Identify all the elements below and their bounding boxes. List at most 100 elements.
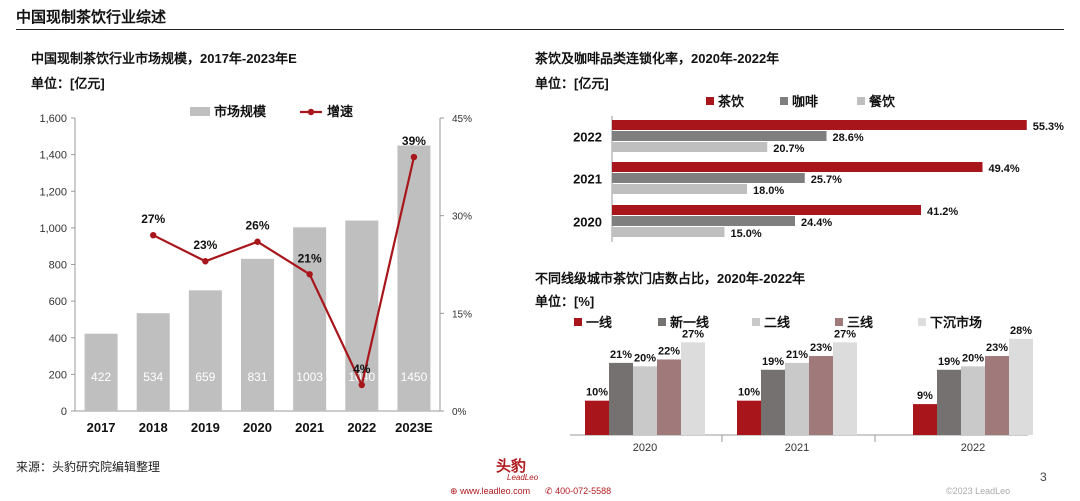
- category-label: 2020: [573, 215, 602, 230]
- chain-rate-bar: [612, 227, 725, 237]
- store-share-bar: [913, 404, 937, 435]
- legend-label: 二线: [764, 315, 790, 330]
- x-tick-label: 2021: [785, 442, 809, 454]
- legend-marker-growth: [307, 108, 315, 116]
- store-share-bar: [737, 400, 761, 435]
- website-text: www.leadleo.com: [460, 486, 531, 496]
- market-size-bar: [241, 258, 274, 411]
- page-number: 3: [1040, 470, 1047, 484]
- store-share-bar: [809, 356, 833, 435]
- store-share-chart-title: 不同线级城市茶饮门店数占比，2020年-2022年: [535, 271, 806, 286]
- growth-point: [410, 153, 418, 161]
- y-tick-label: 0: [61, 406, 67, 418]
- store-share-bar: [761, 369, 785, 435]
- legend-label-market-size: 市场规模: [214, 104, 267, 119]
- growth-label: 21%: [298, 251, 322, 265]
- bar-value-label: 21%: [610, 349, 632, 361]
- store-share-bar: [961, 366, 985, 435]
- market-size-bar: [345, 220, 379, 411]
- store-share-bar: [609, 362, 633, 435]
- growth-point: [150, 232, 157, 239]
- y-tick-label: 600: [49, 296, 67, 308]
- bar-value-label: 25.7%: [811, 174, 842, 186]
- chain-rate-bar: [612, 205, 921, 215]
- bar-value-label: 9%: [917, 390, 933, 402]
- store-share-chart: 10%21% 20%22%27%202010%19%21%23%27%20219%…: [570, 315, 1033, 454]
- legend-swatch: [918, 318, 926, 326]
- bar-value-label: 22%: [658, 345, 680, 357]
- chain-rate-bar: [612, 162, 983, 172]
- page-title: 中国现制茶饮行业综述: [16, 9, 167, 26]
- y-tick-label: 1,200: [39, 186, 67, 198]
- store-share-bar: [585, 400, 609, 435]
- store-share-bar: [681, 342, 705, 435]
- store-share-bar: [657, 359, 681, 435]
- legend-swatch: [857, 97, 865, 105]
- chain-rate-bar: [612, 184, 747, 194]
- bar-value-label: 28.6%: [833, 132, 864, 144]
- market-size-bar: [397, 145, 431, 411]
- bar-value-label: 534: [143, 370, 163, 384]
- bar-value-label: 20%: [962, 352, 984, 364]
- legend-label-growth: 增速: [327, 104, 353, 119]
- market-size-chart-title: 中国现制茶饮行业市场规模，2017年-2023年E: [31, 51, 297, 66]
- website-link[interactable]: ⊕ www.leadleo.com: [450, 486, 530, 497]
- growth-label: 23%: [193, 238, 217, 252]
- y-tick-label: 400: [49, 333, 67, 345]
- growth-point: [358, 381, 365, 389]
- copyright: ©2023 LeadLeo: [946, 486, 1011, 496]
- source-note: 来源：头豹研究院编辑整理: [16, 460, 161, 474]
- store-share-bar: [785, 362, 809, 435]
- bar-value-label: 659: [195, 370, 215, 384]
- phone-number: ✆ 400-072-5588: [545, 486, 611, 497]
- x-tick-label: 2017: [87, 420, 116, 435]
- growth-label: 26%: [245, 219, 269, 233]
- x-tick-label: 2018: [139, 420, 168, 435]
- market-size-bar: [188, 290, 222, 411]
- bar-value-label: 10%: [738, 387, 760, 399]
- legend-label: 下沉市场: [930, 315, 982, 330]
- growth-line: [152, 156, 416, 389]
- y2-tick-label: 30%: [452, 212, 472, 223]
- legend-swatch: [780, 97, 788, 105]
- brand-logo-sub: LeadLeo: [507, 473, 539, 482]
- store-share-bar: [1009, 338, 1033, 435]
- bar-value-label: 21%: [786, 349, 808, 361]
- chain-rate-chart-title: 茶饮及咖啡品类连锁化率，2020年-2022年: [535, 51, 780, 66]
- legend-swatch: [658, 318, 666, 326]
- legend-swatch: [706, 97, 714, 105]
- legend-label: 茶饮: [718, 94, 745, 109]
- y2-tick-label: 45%: [452, 114, 472, 125]
- brand-logo: 头豹: [496, 458, 527, 475]
- title-divider: [16, 29, 1064, 30]
- store-share-bar: [985, 356, 1009, 435]
- bar-value-label: 55.3%: [1033, 121, 1064, 133]
- chain-rate-chart: 2022 55.3% 28.6% 20.7% 2021 49.4% 25.7% 18.0% 20…: [573, 94, 1064, 242]
- bar-value-label: 18.0%: [753, 185, 784, 197]
- market-size-bar: [136, 313, 170, 411]
- bar-value-label: 20.7%: [773, 143, 804, 155]
- bar-value-label: 27%: [834, 328, 856, 340]
- legend-label: 咖啡: [792, 94, 818, 109]
- chain-rate-bar: [612, 120, 1027, 130]
- legend-swatch: [835, 318, 843, 326]
- legend-swatch: [574, 318, 582, 326]
- bar-value-label: 24.4%: [801, 217, 832, 229]
- chain-rate-chart-unit: 单位：[亿元]: [535, 76, 609, 91]
- bar-value-label: 15.0%: [731, 228, 762, 240]
- market-size-chart: 0 200 400 600 800 1,000 1,200 1,400 1,600 0% 15% 30…: [39, 104, 472, 435]
- bar-value-label: 49.4%: [989, 163, 1020, 175]
- legend-label: 新一线: [670, 315, 709, 330]
- store-share-chart-unit: 单位：[%]: [535, 294, 595, 309]
- store-share-bar: [833, 342, 857, 435]
- chain-rate-bar: [612, 173, 805, 183]
- y-tick-label: 1,400: [39, 150, 67, 162]
- x-tick-label: 2022: [347, 420, 376, 435]
- chain-rate-bar: [612, 142, 768, 152]
- store-share-bar: [937, 369, 961, 435]
- chain-rate-bar: [612, 216, 795, 226]
- bar-value-label: 27%: [682, 328, 704, 340]
- bar-value-label: 1450: [401, 370, 428, 384]
- y-tick-label: 200: [49, 369, 67, 381]
- y2-tick-label: 15%: [452, 309, 472, 320]
